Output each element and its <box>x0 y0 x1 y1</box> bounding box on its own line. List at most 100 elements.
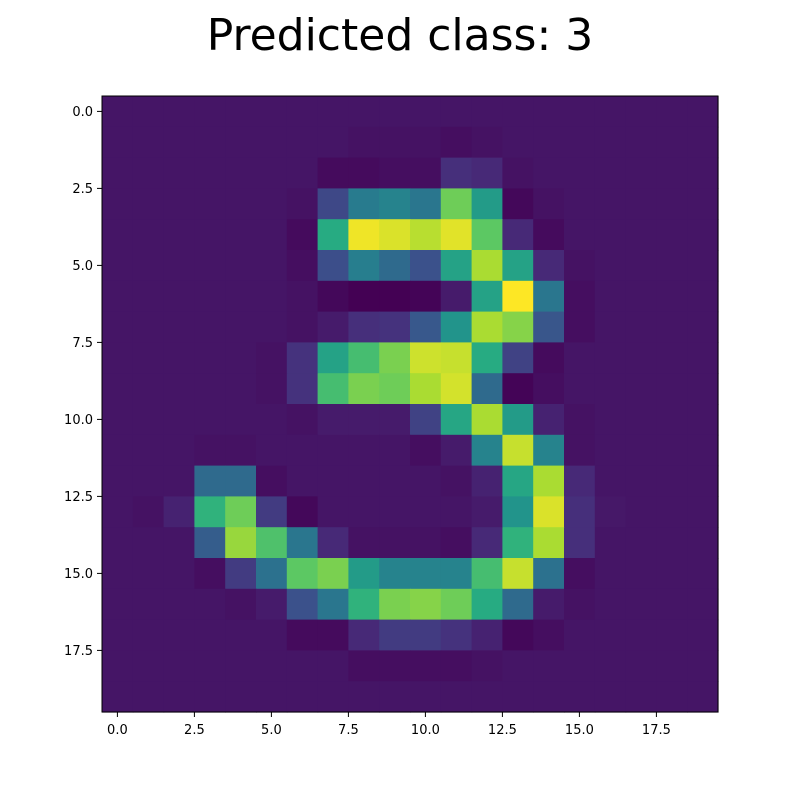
heatmap-cell <box>594 280 627 313</box>
heatmap-cell <box>625 527 657 559</box>
heatmap-cell <box>194 527 226 559</box>
heatmap-cell <box>348 250 380 282</box>
heatmap-cell <box>163 588 195 621</box>
heatmap-cell <box>194 373 226 405</box>
heatmap-cell <box>348 434 380 467</box>
heatmap-cell <box>132 434 165 467</box>
heatmap-cell <box>132 126 165 159</box>
heatmap-cell <box>410 619 442 651</box>
heatmap-cell <box>471 250 503 282</box>
heatmap-cell <box>471 96 503 128</box>
heatmap-cell <box>379 650 411 682</box>
heatmap-cell <box>564 496 596 528</box>
heatmap-cell <box>502 404 534 436</box>
heatmap-cell <box>256 219 288 251</box>
heatmap-cell <box>225 650 257 682</box>
x-tick-label: 17.5 <box>642 723 671 738</box>
heatmap-cell <box>348 650 380 682</box>
heatmap-cell <box>440 311 473 343</box>
x-tick-label: 0.0 <box>107 723 128 738</box>
heatmap-cell <box>194 496 226 528</box>
heatmap-cell <box>102 465 134 497</box>
heatmap-cell <box>379 188 411 220</box>
heatmap-cell <box>502 96 534 128</box>
heatmap-cell <box>194 219 226 251</box>
heatmap-cell <box>687 126 719 159</box>
heatmap-cell <box>348 188 380 220</box>
heatmap-cell <box>225 157 257 189</box>
heatmap-cell <box>163 373 195 405</box>
heatmap-cell <box>625 434 657 467</box>
heatmap-cell <box>564 527 596 559</box>
heatmap-cell <box>410 188 442 220</box>
heatmap-cell <box>625 342 657 374</box>
heatmap-cell <box>594 188 627 220</box>
heatmap-cell <box>163 434 195 467</box>
heatmap-cell <box>440 650 473 682</box>
heatmap-cell <box>594 96 627 128</box>
heatmap-cell <box>379 496 411 528</box>
heatmap-cell <box>379 681 411 713</box>
heatmap-cell <box>194 434 226 467</box>
heatmap-cell <box>163 311 195 343</box>
heatmap-cell <box>471 434 503 467</box>
heatmap-cell <box>379 311 411 343</box>
heatmap-cell <box>163 496 195 528</box>
heatmap-cell <box>502 681 534 713</box>
heatmap-cell <box>256 681 288 713</box>
heatmap-cell <box>502 219 534 251</box>
heatmap-cell <box>256 188 288 220</box>
heatmap-cell <box>225 96 257 128</box>
heatmap-cell <box>440 342 473 374</box>
heatmap-cell <box>533 126 565 159</box>
heatmap-cell <box>317 219 349 251</box>
heatmap-cell <box>132 157 165 189</box>
heatmap-cell <box>132 496 165 528</box>
heatmap-cell <box>317 588 349 621</box>
heatmap-cell <box>379 157 411 189</box>
heatmap-cell <box>410 219 442 251</box>
heatmap-cell <box>102 496 134 528</box>
heatmap-cell <box>132 280 165 313</box>
heatmap-cell <box>163 681 195 713</box>
heatmap-cell <box>410 342 442 374</box>
heatmap-cell <box>286 219 319 251</box>
heatmap-cell <box>163 527 195 559</box>
heatmap-cell <box>317 496 349 528</box>
heatmap-cell <box>440 496 473 528</box>
heatmap-cell <box>656 465 688 497</box>
heatmap-cell <box>163 619 195 651</box>
heatmap-cell <box>225 588 257 621</box>
heatmap-cell <box>286 311 319 343</box>
heatmap-cell <box>163 188 195 220</box>
heatmap-cell <box>564 588 596 621</box>
heatmap-cell <box>102 188 134 220</box>
heatmap-cell <box>471 219 503 251</box>
heatmap-cell <box>194 558 226 590</box>
heatmap-cell <box>317 311 349 343</box>
heatmap-cell <box>194 311 226 343</box>
heatmap-cell <box>594 311 627 343</box>
heatmap-cell <box>440 681 473 713</box>
heatmap-cell <box>379 126 411 159</box>
heatmap-cell <box>132 311 165 343</box>
heatmap-cell <box>286 126 319 159</box>
heatmap-cell <box>348 311 380 343</box>
heatmap-cell <box>410 96 442 128</box>
heatmap-cell <box>687 527 719 559</box>
heatmap-cell <box>225 126 257 159</box>
heatmap-cell <box>163 96 195 128</box>
heatmap-cell <box>440 619 473 651</box>
heatmap-cell <box>502 527 534 559</box>
heatmap-cell <box>410 558 442 590</box>
heatmap-cell <box>410 527 442 559</box>
heatmap-cell <box>410 465 442 497</box>
heatmap-cell <box>533 250 565 282</box>
heatmap-cell <box>225 496 257 528</box>
y-tick-label: 17.5 <box>64 644 93 659</box>
heatmap-cell <box>625 588 657 621</box>
heatmap-cell <box>317 126 349 159</box>
heatmap-cell <box>410 404 442 436</box>
heatmap-cell <box>410 250 442 282</box>
